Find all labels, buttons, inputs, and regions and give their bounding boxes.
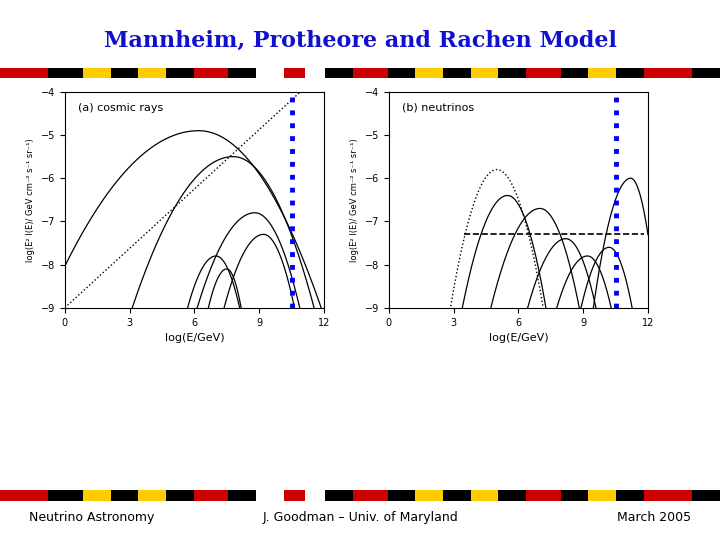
- Y-axis label: log(E² I(E)/ GeV cm⁻² s⁻¹ sr⁻¹): log(E² I(E)/ GeV cm⁻² s⁻¹ sr⁻¹): [26, 138, 35, 262]
- Text: March 2005: March 2005: [617, 511, 691, 524]
- Text: (b) neutrinos: (b) neutrinos: [402, 103, 474, 113]
- Y-axis label: log(E² I(E)/ GeV cm⁻² s⁻¹ sr⁻¹): log(E² I(E)/ GeV cm⁻² s⁻¹ sr⁻¹): [350, 138, 359, 262]
- Text: (a) cosmic rays: (a) cosmic rays: [78, 103, 163, 113]
- Text: Neutrino Astronomy: Neutrino Astronomy: [29, 511, 154, 524]
- X-axis label: log(E/GeV): log(E/GeV): [165, 333, 224, 343]
- Text: J. Goodman – Univ. of Maryland: J. Goodman – Univ. of Maryland: [262, 511, 458, 524]
- X-axis label: log(E/GeV): log(E/GeV): [489, 333, 548, 343]
- Text: Mannheim, Protheore and Rachen Model: Mannheim, Protheore and Rachen Model: [104, 30, 616, 51]
